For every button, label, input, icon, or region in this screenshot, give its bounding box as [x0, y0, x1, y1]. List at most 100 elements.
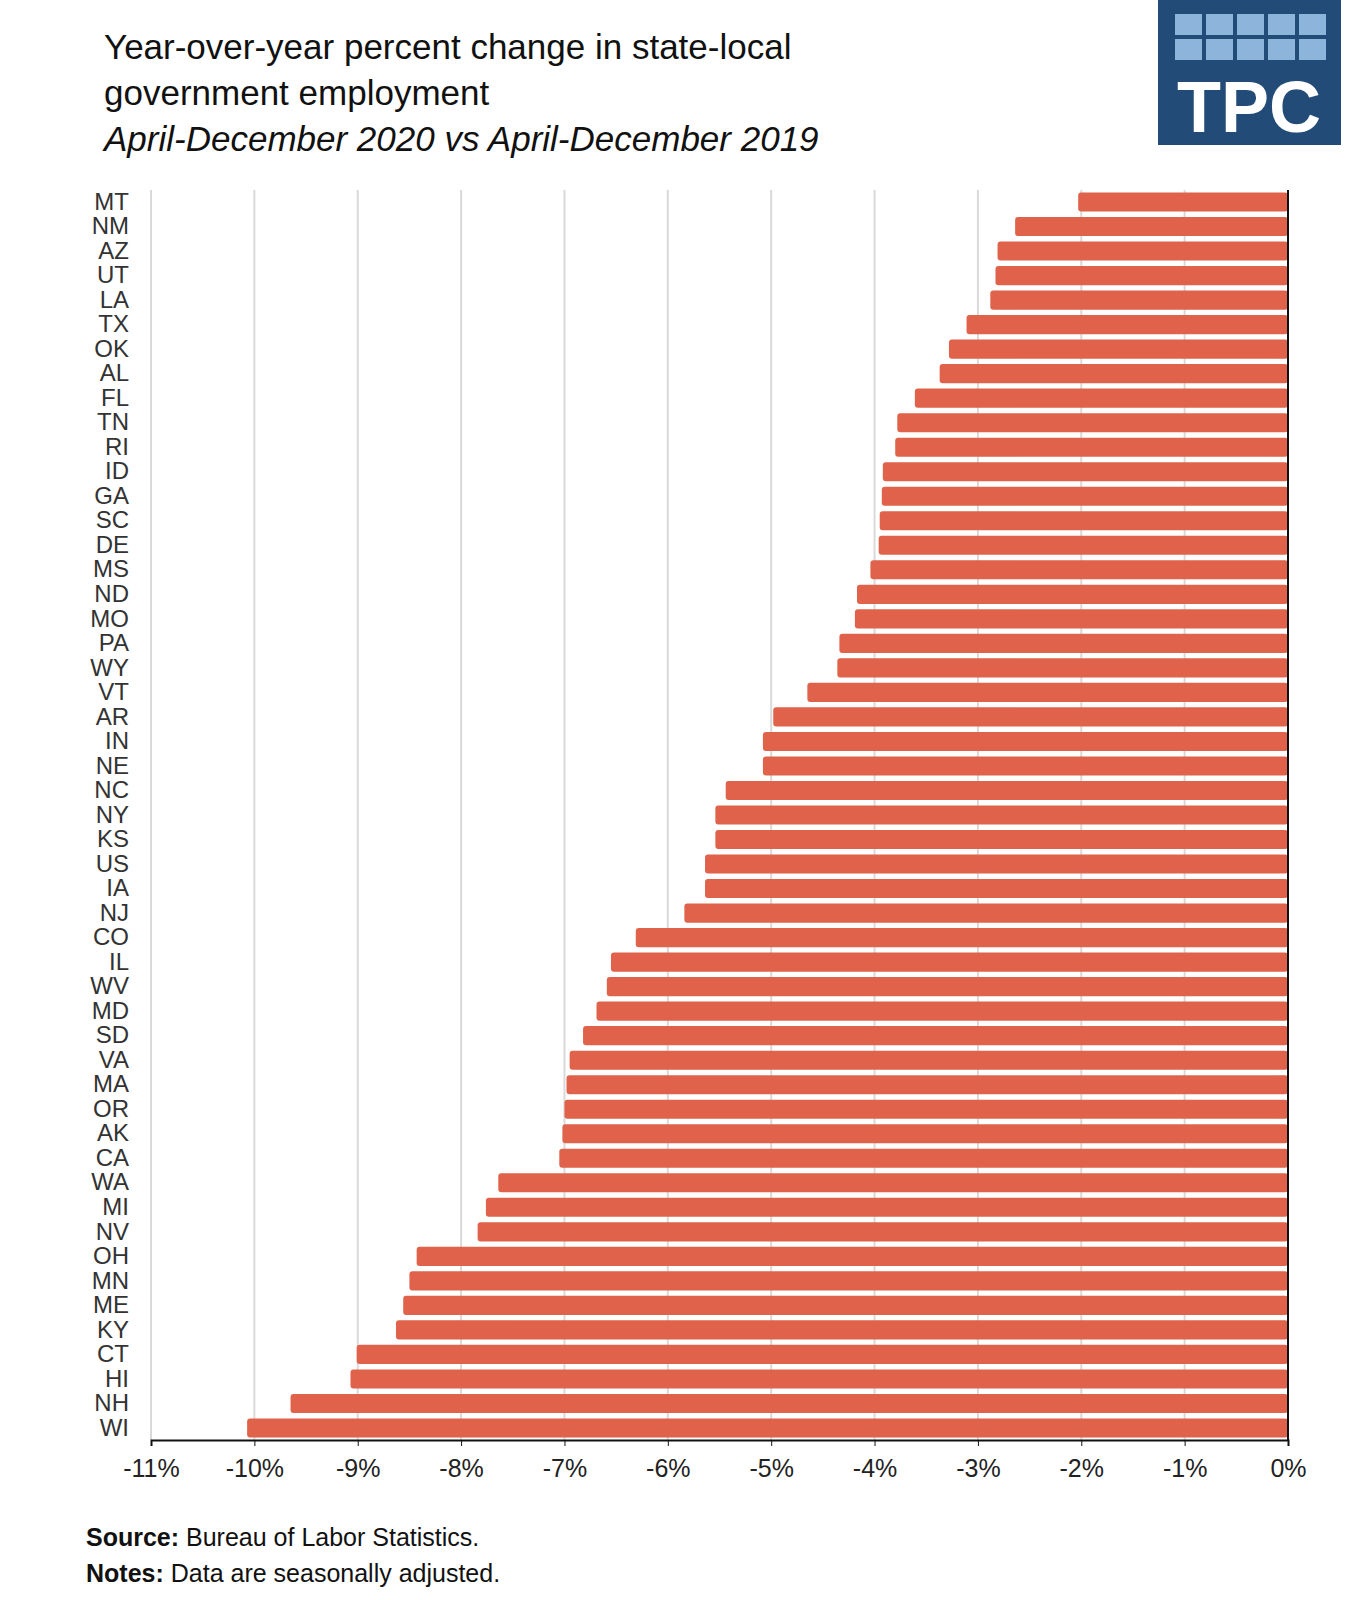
bar [403, 1296, 1288, 1315]
y-tick: AL [100, 359, 129, 386]
y-tick-label: WI [100, 1414, 129, 1441]
grid-line [253, 190, 255, 1440]
title-line: government employment [104, 73, 489, 112]
logo-square [1299, 39, 1326, 60]
y-tick-label: UT [97, 261, 129, 288]
y-tick: HI [105, 1365, 129, 1392]
y-tick: CA [96, 1144, 129, 1171]
y-tick-label: OK [94, 335, 129, 362]
bar [870, 560, 1288, 579]
y-tick-label: IA [106, 874, 129, 901]
y-tick-label: FL [101, 384, 129, 411]
y-tick-label: CO [93, 923, 129, 950]
bar [895, 438, 1288, 457]
y-tick: ME [93, 1291, 129, 1318]
x-tick: -10% [226, 1440, 284, 1482]
bar [763, 756, 1288, 775]
x-axis: -11%-10%-9%-8%-7%-6%-5%-4%-3%-2%-1%0% [123, 1440, 1306, 1482]
y-tick: VA [99, 1046, 129, 1073]
logo-text: TPC [1177, 67, 1321, 147]
x-tick: -4% [853, 1440, 897, 1482]
y-tick-label: GA [94, 482, 129, 509]
grid-line [150, 190, 152, 1440]
y-tick: IN [105, 727, 129, 754]
y-tick-label: NM [92, 212, 129, 239]
bar [880, 511, 1288, 530]
y-tick: LA [100, 286, 129, 313]
y-tick: NH [94, 1389, 129, 1416]
y-tick: WA [91, 1168, 129, 1195]
logo-square [1268, 14, 1295, 35]
y-tick: FL [101, 384, 129, 411]
y-tick-label: CA [96, 1144, 129, 1171]
y-tick: KY [97, 1316, 129, 1343]
y-tick: NC [94, 776, 129, 803]
bar [715, 805, 1288, 824]
y-tick: DE [96, 531, 129, 558]
x-tick: -1% [1163, 1440, 1207, 1482]
bar [967, 315, 1288, 334]
bar [684, 904, 1288, 923]
y-tick-label: TX [98, 310, 129, 337]
bar [915, 389, 1288, 408]
y-tick: NM [92, 212, 129, 239]
y-tick: RI [105, 433, 129, 460]
y-tick-label: AZ [98, 237, 129, 264]
y-tick-label: OR [93, 1095, 129, 1122]
bar [396, 1320, 1288, 1339]
bar [478, 1222, 1288, 1241]
bar [882, 487, 1288, 506]
y-tick: UT [97, 261, 129, 288]
y-tick: MD [92, 997, 129, 1024]
logo-square [1206, 39, 1233, 60]
title: Year-over-year percent change in state-l… [104, 27, 791, 112]
y-tick-label: ID [105, 457, 129, 484]
y-tick: OH [93, 1242, 129, 1269]
y-tick: NV [96, 1218, 129, 1245]
x-tick-mark [564, 1440, 565, 1446]
y-tick-label: SC [96, 506, 129, 533]
y-tick-label: MI [102, 1193, 129, 1220]
y-tick-label: AR [96, 703, 129, 730]
annotation: Source: Bureau of Labor Statistics. [86, 1523, 479, 1551]
bar [839, 634, 1288, 653]
x-tick-label: -2% [1060, 1454, 1104, 1482]
x-tick-label: -6% [646, 1454, 690, 1482]
bar [995, 266, 1288, 285]
y-tick-label: MA [93, 1070, 129, 1097]
x-tick-mark [1081, 1440, 1082, 1446]
logo-square [1268, 39, 1295, 60]
bar [949, 340, 1288, 359]
y-tick-label: US [96, 850, 129, 877]
bar [636, 928, 1288, 947]
bar [1078, 192, 1288, 211]
chart: Year-over-year percent change in state-l… [0, 0, 1351, 1600]
y-tick: PA [99, 629, 129, 656]
x-tick: -6% [646, 1440, 690, 1482]
y-tick-label: NJ [100, 899, 129, 926]
y-tick: MS [93, 555, 129, 582]
logo-square [1299, 14, 1326, 35]
y-tick-label: AK [97, 1119, 129, 1146]
y-tick: AK [97, 1119, 129, 1146]
bar [357, 1345, 1288, 1364]
y-tick: NJ [100, 899, 129, 926]
x-tick-label: 0% [1270, 1454, 1306, 1482]
bar [857, 585, 1288, 604]
y-tick: MN [92, 1267, 129, 1294]
y-tick-label: MT [94, 188, 129, 215]
x-tick: -11% [123, 1440, 180, 1482]
y-tick: MO [90, 605, 129, 632]
bar [562, 1124, 1288, 1143]
bar [570, 1051, 1288, 1070]
y-tick-label: NY [96, 801, 129, 828]
x-tick-label: -10% [226, 1454, 284, 1482]
bar [990, 291, 1288, 310]
logo-square [1237, 39, 1264, 60]
y-tick: WV [90, 972, 129, 999]
y-tick: ID [105, 457, 129, 484]
y-tick-label: KY [97, 1316, 129, 1343]
x-tick: -9% [336, 1440, 380, 1482]
y-tick: SD [96, 1021, 129, 1048]
x-tick-mark [1185, 1440, 1186, 1446]
